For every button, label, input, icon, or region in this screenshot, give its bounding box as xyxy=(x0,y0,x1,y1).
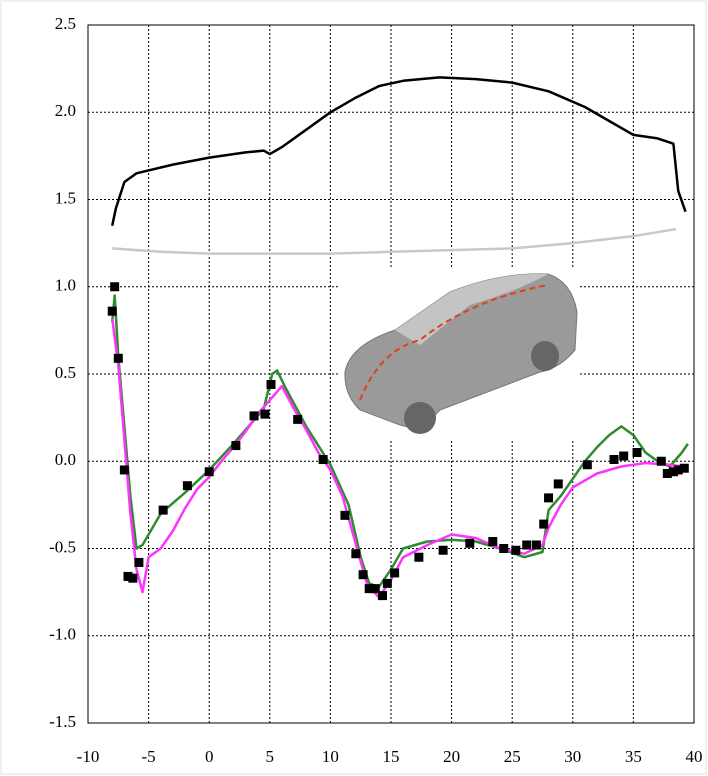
data-point xyxy=(120,465,129,474)
data-point xyxy=(319,455,328,464)
data-point xyxy=(340,511,349,520)
y-tick-label: -0.5 xyxy=(49,537,76,556)
data-point xyxy=(544,493,553,502)
data-point xyxy=(293,415,302,424)
y-tick-label: -1.0 xyxy=(49,625,76,644)
x-tick-label: 10 xyxy=(322,747,339,766)
data-point xyxy=(610,455,619,464)
x-tick-label: 5 xyxy=(266,747,275,766)
car-wheel xyxy=(404,402,436,434)
data-point xyxy=(250,411,259,420)
y-tick-label: 2.5 xyxy=(55,14,76,33)
data-point xyxy=(488,537,497,546)
y-tick-label: 2.0 xyxy=(55,101,76,120)
data-point xyxy=(159,506,168,515)
data-point xyxy=(110,282,119,291)
data-point xyxy=(465,539,474,548)
data-point xyxy=(128,574,137,583)
chart: -1.5 -1.0 -0.5 0.0 0.5 1.0 1.5 2.0 2.5 -10 -5 0 5 10 1… xyxy=(0,0,708,776)
x-tick-label: 15 xyxy=(383,747,400,766)
x-tick-label: 40 xyxy=(686,747,703,766)
data-point xyxy=(134,558,143,567)
x-tick-label: -5 xyxy=(142,747,156,766)
data-point xyxy=(539,520,548,529)
y-tick-label: 0.0 xyxy=(55,450,76,469)
data-point xyxy=(383,579,392,588)
data-point xyxy=(633,448,642,457)
data-point xyxy=(351,549,360,558)
data-point xyxy=(522,541,531,550)
data-point xyxy=(260,410,269,419)
x-tick-label: 30 xyxy=(564,747,581,766)
y-tick-label: 1.0 xyxy=(55,276,76,295)
x-tick-label: 20 xyxy=(443,747,460,766)
data-point xyxy=(532,541,541,550)
data-point xyxy=(657,457,666,466)
data-point xyxy=(583,460,592,469)
data-point xyxy=(554,479,563,488)
data-point xyxy=(619,452,628,461)
data-point xyxy=(108,307,117,316)
data-point xyxy=(680,464,689,473)
data-point xyxy=(183,481,192,490)
data-point xyxy=(390,568,399,577)
data-point xyxy=(439,546,448,555)
car-wheel xyxy=(531,341,559,371)
x-tick-label: -10 xyxy=(77,747,100,766)
car-inset xyxy=(340,268,580,440)
data-point xyxy=(359,570,368,579)
y-tick-label: 1.5 xyxy=(55,188,76,207)
x-tick-label: 0 xyxy=(205,747,214,766)
x-tick-label: 25 xyxy=(504,747,521,766)
x-tick-label: 35 xyxy=(625,747,642,766)
data-point xyxy=(205,467,214,476)
data-point xyxy=(414,553,423,562)
data-point xyxy=(114,354,123,363)
y-tick-label: 0.5 xyxy=(55,363,76,382)
data-point xyxy=(378,591,387,600)
data-point xyxy=(499,544,508,553)
data-point xyxy=(231,441,240,450)
data-point xyxy=(511,546,520,555)
data-point xyxy=(267,380,276,389)
y-tick-label: -1.5 xyxy=(49,712,76,731)
